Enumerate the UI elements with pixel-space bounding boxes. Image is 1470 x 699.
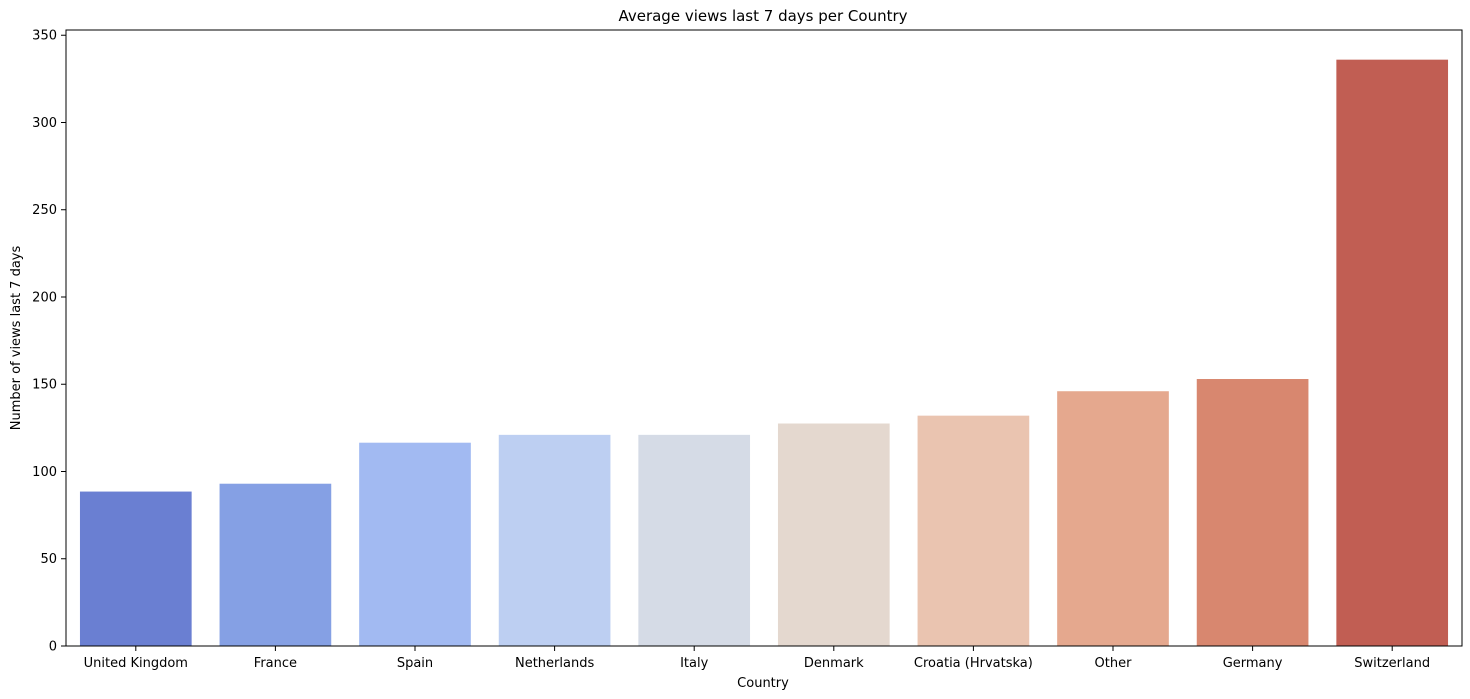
bar-1 xyxy=(219,483,332,646)
x-tick-label: Germany xyxy=(1223,656,1283,671)
y-axis-label: Number of views last 7 days xyxy=(9,246,24,431)
y-tick-label: 0 xyxy=(49,640,57,655)
bars-group xyxy=(79,59,1449,647)
bar-4 xyxy=(638,434,751,646)
plot-frame xyxy=(65,29,1463,647)
y-tick-label: 50 xyxy=(40,552,57,567)
x-tick-label: Croatia (Hrvatska) xyxy=(914,656,1033,671)
x-tick-label: Spain xyxy=(397,656,433,671)
y-tick-label: 300 xyxy=(32,116,57,131)
x-axis: United Kingdom France Spain Netherlands Ital… xyxy=(84,646,1430,671)
x-tick-label: Other xyxy=(1095,656,1133,671)
y-tick-label: 150 xyxy=(32,378,57,393)
x-tick-label: Italy xyxy=(680,656,709,671)
x-tick-label: Netherlands xyxy=(515,656,594,671)
x-tick-label: Denmark xyxy=(804,656,864,671)
y-axis: 0 50 100 150 200 250 300 350 xyxy=(32,29,66,655)
bar-6 xyxy=(917,415,1030,646)
y-tick-label: 100 xyxy=(32,465,57,480)
bar-5 xyxy=(777,423,890,646)
y-tick-label: 250 xyxy=(32,203,57,218)
bar-2 xyxy=(359,442,471,646)
x-tick-label: France xyxy=(254,656,297,671)
bar-9 xyxy=(1336,59,1449,647)
x-axis-label: Country xyxy=(737,676,789,691)
bar-3 xyxy=(498,434,611,646)
bar-0 xyxy=(79,491,192,646)
chart-title: Average views last 7 days per Country xyxy=(618,7,907,25)
x-tick-label: United Kingdom xyxy=(84,656,188,671)
bar-7 xyxy=(1057,391,1169,646)
x-tick-label: Switzerland xyxy=(1354,656,1430,671)
y-tick-label: 350 xyxy=(32,29,57,44)
y-tick-label: 200 xyxy=(32,290,57,305)
bar-8 xyxy=(1196,379,1309,646)
